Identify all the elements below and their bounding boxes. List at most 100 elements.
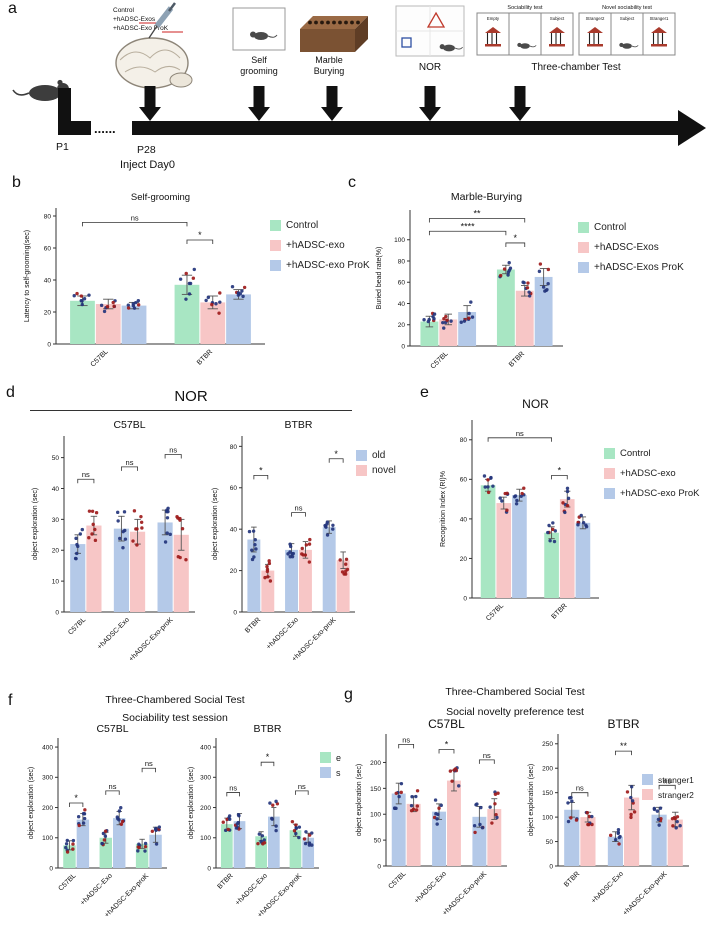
svg-text:Control: Control [113, 7, 135, 14]
svg-text:60: 60 [398, 280, 406, 287]
panel-label-f: f [8, 692, 13, 709]
svg-text:+hADSC-Exo: +hADSC-Exo [265, 616, 300, 651]
svg-text:300: 300 [42, 775, 53, 782]
svg-text:BTBR: BTBR [563, 870, 581, 888]
svg-text:NOR: NOR [522, 397, 549, 411]
svg-text:C57BL: C57BL [387, 870, 407, 890]
svg-text:+hADSC-Exo-proK: +hADSC-Exo-proK [442, 870, 489, 917]
svg-text:50: 50 [374, 838, 382, 845]
svg-text:ns: ns [82, 470, 90, 479]
svg-text:*: * [558, 465, 562, 475]
legend-item: Control [578, 222, 684, 233]
legend-item: stranger2 [642, 789, 694, 800]
legend-panel-d: old novel [356, 450, 396, 480]
chart-novelty-c57bl: C57BL 0 50 100 150 200 object exploration (sec… [352, 716, 512, 930]
timeline-arrow [58, 86, 706, 146]
nor-icon [395, 5, 465, 57]
svg-text:BTBR: BTBR [244, 616, 262, 634]
svg-text:60: 60 [460, 477, 468, 484]
legend-item: old [356, 450, 396, 461]
svg-text:ns: ns [145, 759, 153, 768]
panel-d-title: NOR [174, 388, 208, 405]
svg-text:100: 100 [200, 835, 211, 842]
svg-text:*: * [445, 740, 449, 750]
svg-text:Stranger2: Stranger2 [586, 16, 605, 21]
svg-text:200: 200 [200, 805, 211, 812]
svg-text:BTBR: BTBR [196, 348, 214, 366]
svg-text:object exploration (sec): object exploration (sec) [32, 488, 39, 560]
panel-f-title: Three-Chambered Social Test [105, 694, 245, 706]
svg-text:0: 0 [401, 343, 405, 350]
panel-g-title: Three-Chambered Social Test [445, 686, 585, 698]
svg-text:Sociability test: Sociability test [507, 5, 543, 11]
legend-label: +hADSC-exo [620, 468, 676, 479]
legend-item: +hADSC-Exos [578, 242, 684, 253]
svg-text:C57BL: C57BL [57, 872, 77, 892]
chart-sociability-c57bl: C57BL 0 100 200 300 400 object exploration (se… [24, 720, 172, 930]
svg-text:object exploration (sec): object exploration (sec) [28, 767, 35, 839]
timeline-inject-label: Inject Day0 [120, 159, 175, 171]
chart-novelty-btbr: BTBR 0 50 100 150 200 250 object exploration (s… [524, 716, 694, 930]
svg-text:Novel sociability test: Novel sociability test [602, 5, 652, 11]
svg-text:BTBR: BTBR [284, 419, 312, 431]
panel-d-underline [30, 410, 352, 411]
self-grooming-label: Self [251, 55, 267, 65]
panel-label-g: g [344, 686, 353, 703]
svg-text:ns: ns [169, 446, 177, 455]
svg-text:100: 100 [394, 237, 405, 244]
legend-swatch-blue [270, 260, 281, 271]
down-arrow-icon [248, 86, 270, 121]
injection-labels: Control +hADSC-Exos +hADSC-Exo ProK [113, 7, 183, 33]
svg-text:40: 40 [398, 301, 406, 308]
legend-label: +hADSC-Exos [594, 242, 659, 253]
legend-label: s [336, 767, 341, 778]
svg-text:ns: ns [229, 783, 237, 792]
svg-text:50: 50 [546, 839, 554, 846]
svg-text:80: 80 [230, 444, 238, 451]
svg-text:20: 20 [398, 322, 406, 329]
legend-label: stranger1 [658, 774, 694, 785]
svg-text:40: 40 [230, 527, 238, 534]
svg-text:ns: ns [483, 751, 491, 760]
chart-marble-burying: Marble-Burying 0 20 40 60 80 100 Buried bead ra… [372, 188, 568, 384]
svg-text:*: * [266, 752, 270, 762]
svg-text:+hADSC-Exo-proK: +hADSC-Exo-proK [622, 870, 669, 917]
svg-text:40: 40 [52, 486, 60, 493]
legend-swatch-blue [356, 450, 367, 461]
self-grooming-icon [232, 7, 286, 51]
legend-swatch-green [270, 220, 281, 231]
svg-text:100: 100 [542, 815, 553, 822]
marble-label: Marble [315, 55, 343, 65]
legend-panel-e: Control +hADSC-exo +hADSC-exo ProK [604, 448, 699, 508]
svg-text:Marble-Burying: Marble-Burying [451, 191, 522, 203]
legend-swatch-pink [270, 240, 281, 251]
svg-text:object exploration (sec): object exploration (sec) [356, 764, 363, 836]
legend-label: Control [286, 220, 319, 231]
svg-text:ns: ns [402, 735, 410, 744]
legend-swatch-pink [578, 242, 589, 253]
svg-text:ns: ns [126, 458, 134, 467]
svg-text:60: 60 [230, 485, 238, 492]
legend-swatch-blue [578, 262, 589, 273]
legend-item: e [320, 752, 341, 763]
svg-text:*: * [334, 449, 338, 459]
svg-text:10: 10 [52, 579, 60, 586]
nor-label: NOR [419, 62, 441, 73]
legend-label: stranger2 [658, 789, 694, 800]
svg-text:****: **** [461, 221, 476, 231]
svg-text:C57BL: C57BL [430, 350, 450, 370]
svg-text:+hADSC-Exo: +hADSC-Exo [590, 870, 625, 905]
svg-text:60: 60 [44, 245, 52, 252]
panel-label-b: b [12, 174, 21, 191]
svg-text:Buried bead rate(%): Buried bead rate(%) [376, 247, 383, 310]
legend-panel-g: stranger1 stranger2 [642, 774, 694, 804]
svg-text:object exploration (sec): object exploration (sec) [528, 764, 535, 836]
svg-text:0: 0 [549, 863, 553, 870]
legend-panel-b: Control +hADSC-exo +hADSC-exo ProK [270, 220, 370, 280]
down-arrow-icon [139, 86, 161, 121]
svg-text:BTBR: BTBR [551, 602, 569, 620]
legend-swatch-green [578, 222, 589, 233]
svg-text:+hADSC-Exo: +hADSC-Exo [234, 872, 269, 907]
svg-text:+hADSC-Exo: +hADSC-Exo [96, 616, 131, 651]
panel-label-d: d [6, 384, 15, 401]
